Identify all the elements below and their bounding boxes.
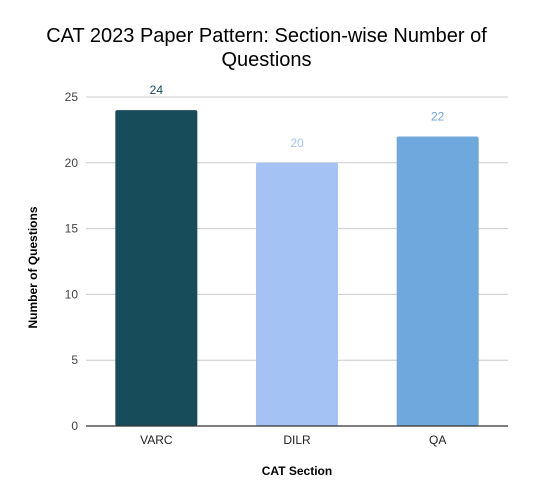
y-tick-label: 0 [71,419,78,433]
y-tick-label: 15 [65,222,79,236]
chart-title-line-2: Questions [221,49,312,71]
y-tick-label: 5 [71,353,78,367]
y-tick-label: 20 [65,156,79,170]
x-tick-label: QA [429,433,446,447]
bar [115,110,198,426]
y-axis-title: Number of Questions [26,206,40,328]
data-label: 22 [431,109,445,123]
data-label: 20 [290,136,304,150]
y-tick-label: 25 [65,90,79,104]
x-axis-title: CAT Section [262,464,332,478]
bar [256,162,338,427]
chart-title: CAT 2023 Paper Pattern: Section-wise Num… [0,24,533,72]
x-tick-label: DILR [283,433,311,447]
bar [396,136,479,427]
y-tick-label: 10 [65,287,79,301]
data-label: 24 [150,83,164,97]
chart-title-line-1: CAT 2023 Paper Pattern: Section-wise Num… [46,25,487,47]
x-tick-label: VARC [140,433,173,447]
